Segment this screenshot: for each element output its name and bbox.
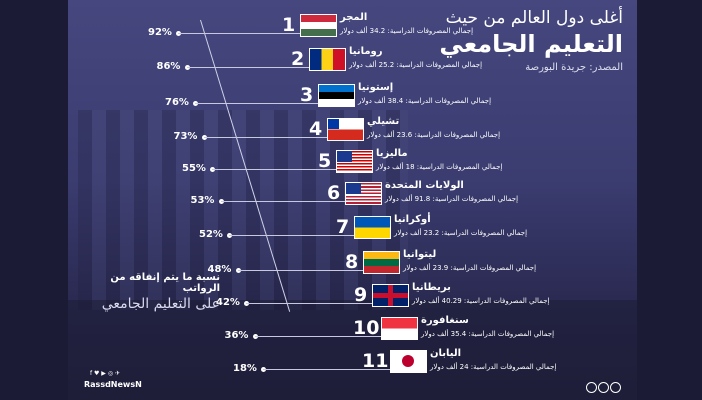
- lithuania-flag-icon: [363, 251, 400, 274]
- chile-flag-icon: [327, 118, 364, 141]
- rank-number: 6: [327, 182, 341, 204]
- rank-number: 2: [291, 48, 305, 70]
- source: المصدر: جريدة البورصة: [525, 62, 623, 73]
- spending-percent: 42%: [216, 297, 240, 308]
- country-name: اليابان: [430, 348, 462, 359]
- country-name: إستونيا: [358, 82, 394, 93]
- social-icons: f ♥ ▶ ◎ ✈: [90, 370, 120, 377]
- country-name: بريطانيا: [412, 282, 451, 293]
- spending-percent: 18%: [233, 363, 257, 374]
- connector-line: [195, 103, 318, 104]
- connector-line: [203, 137, 327, 138]
- malaysia-flag-icon: [336, 150, 373, 173]
- connector-line: [246, 303, 372, 304]
- estonia-flag-icon: [318, 84, 355, 107]
- title-line2: التعليم الجامعي: [439, 30, 623, 58]
- country-name: ماليزيا: [376, 148, 408, 159]
- brand-handle: RassdNewsN: [84, 380, 142, 389]
- uk-flag-icon: [372, 284, 409, 307]
- spending-percent: 86%: [156, 61, 181, 72]
- singapore-flag-icon: [381, 317, 418, 340]
- spending-percent: 48%: [207, 264, 232, 275]
- tuition-cost: إجمالي المصروفات الدراسية: 23.9 ألف دولا…: [403, 264, 537, 272]
- spending-percent: 36%: [224, 330, 249, 341]
- caption-line1: نسبة ما يتم إنفاقه من الرواتب: [110, 272, 220, 294]
- caption-line2: على التعليم الجامعي: [101, 296, 220, 312]
- spending-percent: 92%: [148, 27, 172, 38]
- logo-icon: [586, 382, 597, 393]
- country-name: سنغافورة: [421, 315, 469, 326]
- tuition-cost: إجمالي المصروفات الدراسية: 18 ألف دولار: [376, 163, 503, 171]
- connector-line: [229, 235, 354, 236]
- japan-flag-icon: [390, 350, 427, 373]
- rank-number: 3: [300, 84, 314, 106]
- rank-number: 4: [309, 118, 323, 140]
- country-name: المجر: [340, 12, 368, 23]
- spending-percent: 53%: [190, 195, 215, 206]
- country-name: ليتوانيا: [403, 249, 437, 260]
- tuition-cost: إجمالي المصروفات الدراسية: 34.2 ألف دولا…: [340, 27, 474, 35]
- connector-line: [212, 169, 336, 170]
- connector-line: [237, 270, 363, 271]
- tuition-cost: إجمالي المصروفات الدراسية: 35.4 ألف دولا…: [421, 330, 555, 338]
- usa-flag-icon: [345, 182, 382, 205]
- spending-percent: 52%: [199, 229, 223, 240]
- romania-flag-icon: [309, 48, 346, 71]
- rank-number: 11: [362, 350, 389, 372]
- tuition-cost: إجمالي المصروفات الدراسية: 91.8 ألف دولا…: [385, 195, 519, 203]
- rank-number: 9: [354, 284, 368, 306]
- tuition-cost: إجمالي المصروفات الدراسية: 23.2 ألف دولا…: [394, 229, 528, 237]
- connector-line: [186, 67, 309, 68]
- country-name: أوكرانيا: [394, 214, 431, 225]
- rank-number: 7: [336, 216, 350, 238]
- spending-percent: 76%: [165, 97, 189, 108]
- connector-line: [220, 201, 345, 202]
- side-caption: نسبة ما يتم إنفاقه من الرواتب على التعلي…: [70, 272, 220, 312]
- country-name: رومانيا: [349, 46, 383, 57]
- rank-number: 10: [353, 317, 380, 339]
- ukraine-flag-icon: [354, 216, 391, 239]
- tuition-cost: إجمالي المصروفات الدراسية: 23.6 ألف دولا…: [367, 131, 501, 139]
- connector-line: [254, 336, 381, 337]
- rank-number: 5: [318, 150, 332, 172]
- spending-percent: 55%: [182, 163, 206, 174]
- connector-line: [263, 369, 390, 370]
- title-line1: أغلى دول العالم من حيث: [445, 8, 623, 28]
- rank-number: 8: [345, 251, 359, 273]
- infographic: أغلى دول العالم من حيث التعليم الجامعي ا…: [68, 0, 637, 400]
- tuition-cost: إجمالي المصروفات الدراسية: 24 ألف دولار: [430, 363, 557, 371]
- logo-icon: [610, 382, 621, 393]
- hungary-flag-icon: [300, 14, 337, 37]
- tuition-cost: إجمالي المصروفات الدراسية: 38.4 ألف دولا…: [358, 97, 492, 105]
- street-background: [68, 300, 637, 400]
- connector-line: [178, 33, 300, 34]
- logo-icon: [598, 382, 609, 393]
- country-name: تشيلي: [367, 116, 400, 127]
- spending-percent: 73%: [173, 131, 198, 142]
- rank-number: 1: [282, 14, 296, 36]
- tuition-cost: إجمالي المصروفات الدراسية: 40.29 ألف دول…: [412, 297, 550, 305]
- country-name: الولايات المتحدة: [385, 180, 464, 191]
- building-background: [78, 110, 408, 310]
- tuition-cost: إجمالي المصروفات الدراسية: 25.2 ألف دولا…: [349, 61, 483, 69]
